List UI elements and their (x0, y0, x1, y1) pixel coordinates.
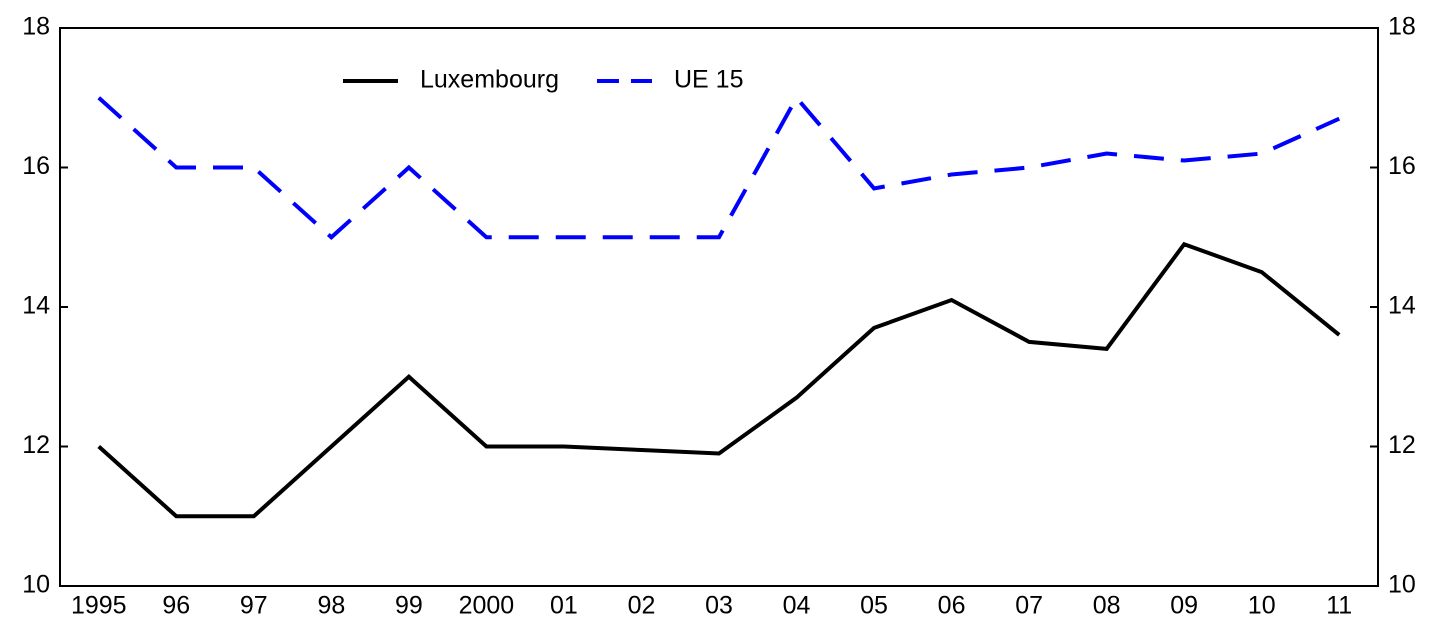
line-series (97, 241, 1341, 519)
x-tick-label: 06 (938, 592, 966, 620)
x-tick-label: 10 (1248, 592, 1276, 620)
legend-label: UE 15 (674, 66, 743, 94)
x-tick-label: 07 (1015, 592, 1043, 620)
y-tick-label: 14 (22, 292, 50, 320)
x-tick-label: 11 (1326, 592, 1352, 620)
legend-label: Luxembourg (420, 66, 559, 94)
x-tick-label: 03 (705, 592, 733, 620)
x-tick-label: 96 (162, 592, 190, 620)
y-tick-label: 16 (22, 152, 50, 180)
x-tick-label: 2000 (459, 592, 515, 620)
y-tick-label: 12 (22, 431, 50, 459)
y2-tick-label: 16 (1388, 152, 1416, 180)
x-tick-label: 99 (395, 592, 423, 620)
x-tick-label: 01 (550, 592, 578, 620)
y2-tick-label: 12 (1388, 431, 1416, 459)
plot-frame (59, 27, 1379, 587)
x-tick-label: 05 (860, 592, 888, 620)
y2-tick-label: 14 (1388, 292, 1416, 320)
y2-tick-label: 18 (1388, 13, 1416, 41)
x-tick-label: 09 (1170, 592, 1198, 620)
y2-tick-label: 10 (1388, 571, 1416, 599)
x-tick-label: 98 (317, 592, 345, 620)
x-tick-label: 08 (1093, 592, 1121, 620)
x-tick-label: 04 (783, 592, 811, 620)
x-tick-label: 1995 (71, 592, 127, 620)
y-tick-label: 18 (22, 13, 50, 41)
x-tick-label: 02 (628, 592, 656, 620)
x-tick-label: 97 (240, 592, 268, 620)
y-tick-label: 10 (22, 571, 50, 599)
line-series (97, 94, 1341, 240)
